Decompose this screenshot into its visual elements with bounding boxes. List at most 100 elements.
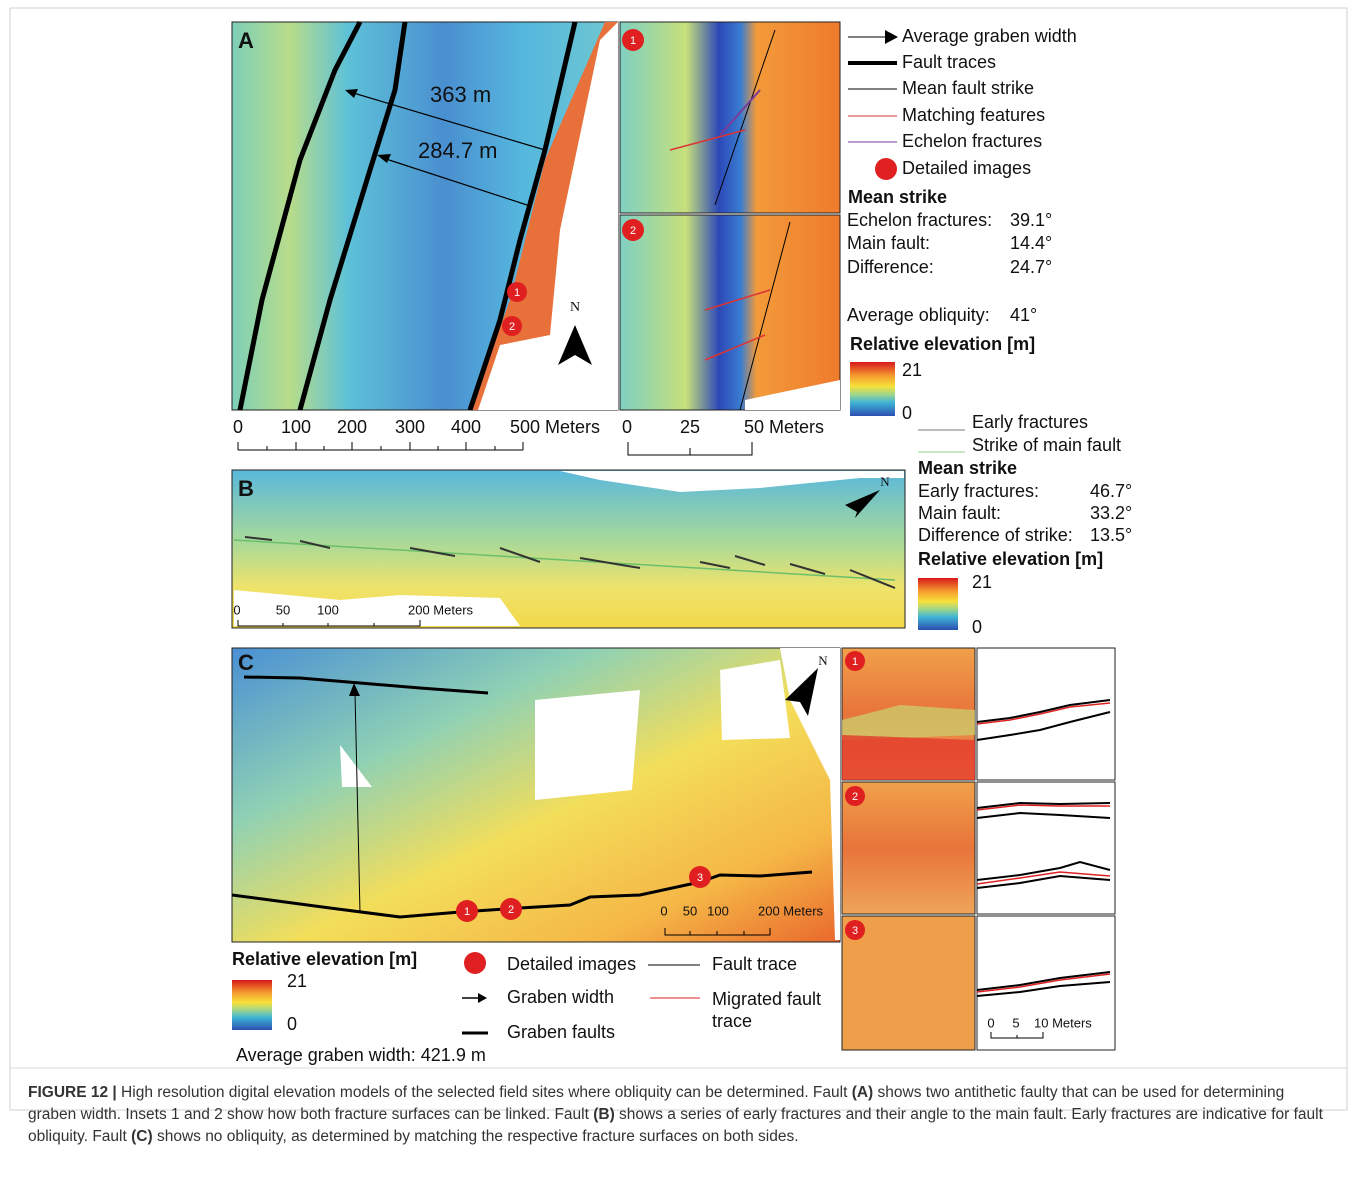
label: 1 (630, 35, 636, 47)
label: 1 (852, 656, 858, 668)
label: Mean strike (918, 458, 1017, 478)
label: Mean strike (848, 187, 947, 207)
label: Echelon fractures: (847, 210, 992, 230)
label: 25 (680, 417, 700, 437)
caption-bold: FIGURE 12 | (28, 1084, 117, 1101)
label: 363 m (430, 82, 491, 107)
caption-bold: (A) (852, 1084, 874, 1101)
label: Relative elevation [m] (918, 549, 1103, 569)
profile-c1 (977, 648, 1115, 780)
label: N (570, 300, 580, 315)
label: 100 (317, 602, 339, 617)
scale-bar (238, 442, 523, 450)
label: Mean fault strike (902, 78, 1034, 98)
label: 500 Meters (510, 417, 600, 437)
legend-arrow (478, 993, 487, 1003)
label: Detailed images (902, 158, 1031, 178)
label: 13.5° (1090, 525, 1132, 545)
page: 363 m 284.7 m A 1 2 N 1 2 0 100 200 300 … (0, 0, 1357, 1186)
label: 33.2° (1090, 503, 1132, 523)
label: 21 (972, 572, 992, 592)
label: 0 (972, 617, 982, 637)
label: Main fault: (918, 503, 1001, 523)
label: 0 (660, 903, 667, 918)
label: 200 Meters (758, 903, 824, 918)
caption: FIGURE 12 | High resolution digital elev… (28, 1082, 1333, 1148)
label: 0 (233, 602, 240, 617)
label: 41° (1010, 305, 1037, 325)
label: 0 (987, 1015, 994, 1030)
label: Matching features (902, 105, 1045, 125)
label: 2 (852, 791, 858, 803)
label: N (818, 653, 828, 668)
label: 1 (464, 906, 470, 918)
label: 2 (508, 904, 514, 916)
label: 5 (1012, 1015, 1019, 1030)
color-bar (918, 578, 958, 630)
label: Average graben width: 421.9 m (236, 1045, 486, 1065)
label: Echelon fractures (902, 131, 1042, 151)
label: 3 (697, 872, 703, 884)
caption-bold: (B) (593, 1106, 615, 1123)
caption-bold: (C) (131, 1128, 153, 1145)
label: Fault traces (902, 52, 996, 72)
label: Fault trace (712, 954, 797, 974)
label: 100 (707, 903, 729, 918)
label: B (238, 476, 254, 501)
label: 14.4° (1010, 233, 1052, 253)
inset-a1 (620, 22, 840, 213)
fault-surface (842, 735, 975, 780)
label: 284.7 m (418, 138, 498, 163)
label: 0 (622, 417, 632, 437)
label: Early fractures (972, 412, 1088, 432)
label: 39.1° (1010, 210, 1052, 230)
label: Relative elevation [m] (850, 334, 1035, 354)
label: Average graben width (902, 26, 1077, 46)
inset-a2 (620, 215, 840, 410)
label: C (238, 650, 254, 675)
legend-dot (464, 952, 486, 974)
label: 2 (509, 321, 515, 333)
label: 0 (233, 417, 243, 437)
label: 46.7° (1090, 481, 1132, 501)
no-data (720, 660, 790, 740)
label: Early fractures: (918, 481, 1039, 501)
label: Graben faults (507, 1022, 615, 1042)
legend-label: Migrated fault trace (712, 988, 842, 1032)
label: Main fault: (847, 233, 930, 253)
label: 200 (337, 417, 367, 437)
label: N (880, 474, 890, 489)
no-data (535, 690, 640, 800)
scale-bar (628, 442, 752, 455)
color-bar (850, 362, 895, 416)
label: 300 (395, 417, 425, 437)
label: Detailed images (507, 954, 636, 974)
label: Graben width (507, 987, 614, 1007)
label: 0 (902, 403, 912, 423)
label: 1 (514, 287, 520, 299)
figure: 363 m 284.7 m A 1 2 N 1 2 0 100 200 300 … (0, 0, 1357, 1186)
label: 2 (630, 225, 636, 237)
label: Difference: (847, 257, 934, 277)
profile-c2 (977, 782, 1115, 914)
label: Relative elevation [m] (232, 949, 417, 969)
label: 0 (287, 1014, 297, 1034)
label: A (238, 28, 254, 53)
color-bar (232, 980, 272, 1030)
label: 50 (683, 903, 697, 918)
label: 21 (287, 971, 307, 991)
label: 50 Meters (744, 417, 824, 437)
caption-text: High resolution digital elevation models… (117, 1084, 852, 1101)
label: 21 (902, 360, 922, 380)
label: 3 (852, 925, 858, 937)
label: 100 (281, 417, 311, 437)
label: Difference of strike: (918, 525, 1073, 545)
label: 10 Meters (1034, 1015, 1092, 1030)
label: 50 (276, 602, 290, 617)
label: 200 Meters (408, 602, 474, 617)
label: 24.7° (1010, 257, 1052, 277)
caption-text: shows no obliquity, as determined by mat… (153, 1128, 799, 1145)
label: 400 (451, 417, 481, 437)
legend-dot (875, 158, 897, 180)
legend-arrow (885, 30, 898, 44)
